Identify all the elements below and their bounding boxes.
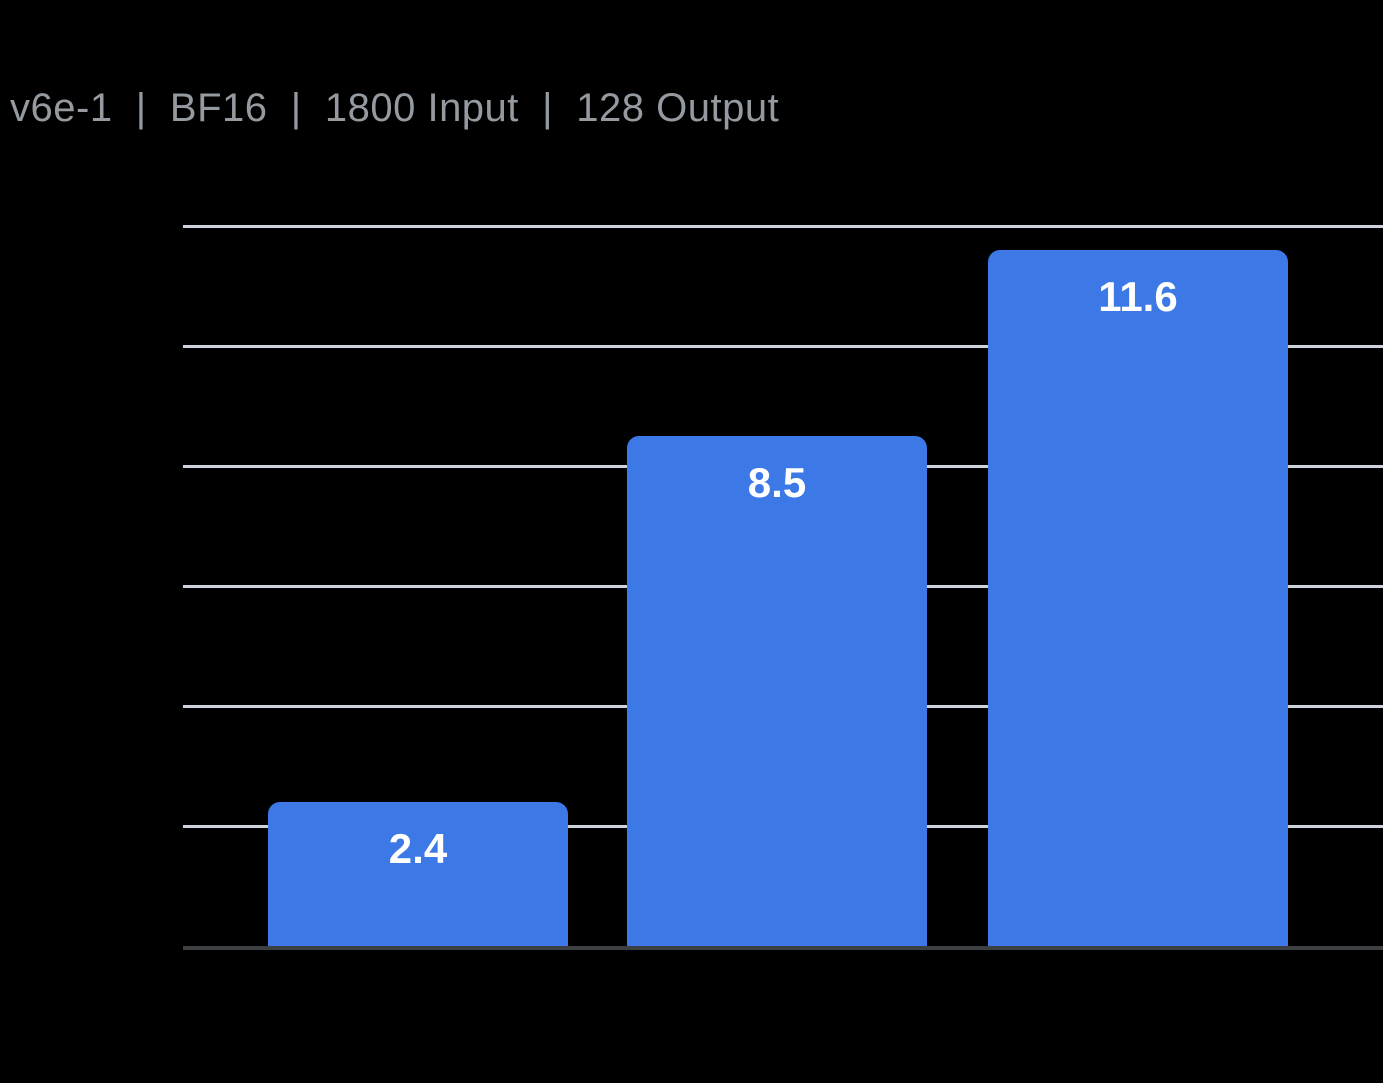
bar: 11.6 [988, 250, 1288, 946]
bar: 8.5 [627, 436, 927, 946]
bar-value-label: 2.4 [388, 825, 448, 872]
bar-value-label: 11.6 [1098, 273, 1178, 320]
bar-value-label: 8.5 [747, 459, 807, 506]
plot-area: 2.4 8.5 11.6 [183, 224, 1383, 950]
gridline [183, 224, 1383, 228]
x-axis-line [183, 946, 1383, 950]
gridline [183, 344, 1383, 348]
chart-title: v6e-1 | BF16 | 1800 Input | 128 Output [10, 86, 780, 130]
bar: 2.4 [268, 802, 568, 946]
